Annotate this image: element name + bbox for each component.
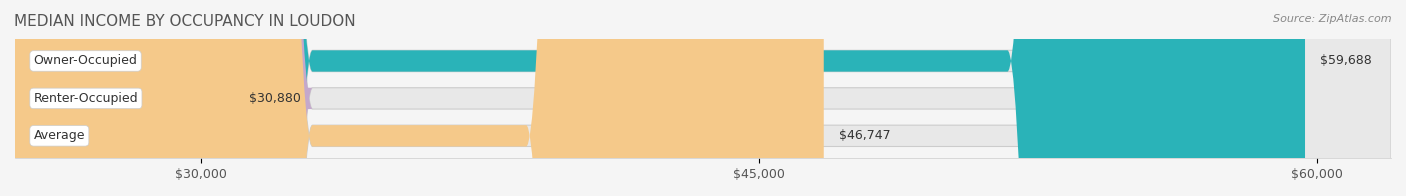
Text: Renter-Occupied: Renter-Occupied: [34, 92, 138, 105]
FancyBboxPatch shape: [15, 0, 1391, 196]
FancyBboxPatch shape: [15, 0, 1305, 196]
Text: Owner-Occupied: Owner-Occupied: [34, 54, 138, 67]
Text: $59,688: $59,688: [1320, 54, 1372, 67]
Text: Average: Average: [34, 129, 86, 142]
Text: $46,747: $46,747: [838, 129, 890, 142]
FancyBboxPatch shape: [15, 0, 824, 196]
Text: Source: ZipAtlas.com: Source: ZipAtlas.com: [1274, 14, 1392, 24]
Text: $30,880: $30,880: [249, 92, 301, 105]
FancyBboxPatch shape: [15, 0, 1391, 196]
Text: MEDIAN INCOME BY OCCUPANCY IN LOUDON: MEDIAN INCOME BY OCCUPANCY IN LOUDON: [14, 14, 356, 29]
FancyBboxPatch shape: [15, 0, 1391, 196]
FancyBboxPatch shape: [0, 0, 312, 196]
